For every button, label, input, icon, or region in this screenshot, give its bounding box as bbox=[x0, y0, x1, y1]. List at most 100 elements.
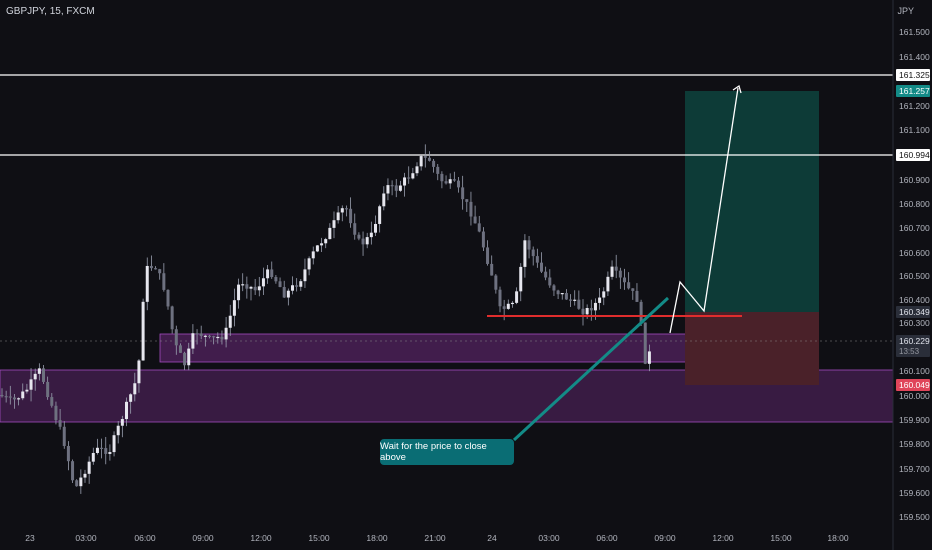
candle bbox=[627, 272, 631, 290]
price-tag: 161.257 bbox=[896, 85, 930, 97]
candle bbox=[560, 293, 564, 300]
candle bbox=[37, 363, 41, 381]
candle bbox=[353, 213, 357, 240]
candle bbox=[398, 180, 402, 192]
time-tick: 24 bbox=[487, 533, 497, 543]
candle bbox=[618, 267, 622, 289]
candle bbox=[581, 299, 585, 326]
time-tick: 12:00 bbox=[250, 533, 272, 543]
time-tick: 12:00 bbox=[712, 533, 734, 543]
candle bbox=[79, 469, 83, 494]
price-tag-label: 160.349 bbox=[899, 307, 930, 317]
time-axis[interactable]: 23 03:00 06:00 09:00 12:00 15:00 18:00 21:00 24 0… bbox=[25, 533, 849, 543]
candle bbox=[332, 211, 336, 239]
callout-text[interactable]: Wait for the price to close above bbox=[380, 439, 514, 465]
price-tick: 159.600 bbox=[899, 488, 930, 498]
time-tick: 03:00 bbox=[538, 533, 560, 543]
candle bbox=[403, 172, 407, 197]
candle bbox=[473, 205, 477, 224]
candle bbox=[166, 289, 170, 310]
candle bbox=[589, 299, 593, 321]
price-tick: 160.400 bbox=[899, 295, 930, 305]
candle bbox=[141, 298, 145, 361]
price-tag: 160.994 bbox=[896, 149, 930, 161]
candle bbox=[631, 288, 635, 300]
candle bbox=[415, 162, 419, 177]
candle bbox=[87, 456, 91, 484]
candle bbox=[199, 325, 203, 340]
candle bbox=[162, 263, 166, 292]
price-tag-label: 160.994 bbox=[899, 150, 930, 160]
candle bbox=[66, 441, 70, 471]
price-tick: 161.100 bbox=[899, 125, 930, 135]
time-tick: 09:00 bbox=[654, 533, 676, 543]
candle bbox=[540, 252, 543, 273]
candle bbox=[228, 304, 232, 336]
candle bbox=[378, 204, 382, 233]
time-tick: 18:00 bbox=[366, 533, 388, 543]
candle bbox=[307, 256, 311, 276]
candle bbox=[369, 221, 373, 245]
candle bbox=[365, 232, 369, 249]
candle bbox=[519, 263, 523, 302]
candle bbox=[635, 283, 639, 302]
candle bbox=[457, 176, 460, 193]
candle bbox=[120, 415, 124, 438]
candle bbox=[573, 290, 577, 306]
candle bbox=[394, 179, 398, 198]
candle bbox=[174, 325, 178, 355]
price-tag-label: 160.229 bbox=[899, 336, 930, 346]
candle bbox=[170, 305, 174, 334]
time-tick: 06:00 bbox=[134, 533, 156, 543]
candle bbox=[336, 206, 340, 224]
candle bbox=[423, 144, 427, 168]
candle bbox=[411, 167, 415, 180]
candle bbox=[295, 278, 299, 292]
candle bbox=[245, 276, 249, 299]
candle bbox=[340, 205, 344, 222]
candle bbox=[349, 197, 353, 228]
candle bbox=[523, 234, 527, 278]
candle bbox=[158, 268, 162, 280]
candle bbox=[577, 290, 581, 310]
candle bbox=[216, 332, 220, 344]
candle bbox=[54, 401, 58, 425]
time-tick: 15:00 bbox=[770, 533, 792, 543]
candle bbox=[178, 343, 182, 353]
price-tag: 161.325 bbox=[896, 69, 930, 81]
price-tag-countdown: 13:53 bbox=[899, 347, 920, 356]
candle bbox=[195, 329, 199, 345]
candle bbox=[116, 421, 120, 444]
price-tick: 159.500 bbox=[899, 512, 930, 522]
candle bbox=[477, 215, 481, 233]
candle bbox=[108, 444, 112, 461]
candle bbox=[249, 285, 253, 301]
candle bbox=[274, 275, 278, 284]
candle bbox=[357, 232, 361, 241]
candle bbox=[266, 265, 270, 284]
candle bbox=[21, 383, 25, 401]
candle bbox=[104, 436, 108, 465]
time-tick: 23 bbox=[25, 533, 35, 543]
price-tick: 160.700 bbox=[899, 223, 930, 233]
price-axis[interactable]: 161.500 161.400 161.200 161.100 160.900 160.8… bbox=[899, 27, 930, 522]
time-tick: 03:00 bbox=[75, 533, 97, 543]
symbol-title[interactable]: GBPJPY, 15, FXCM bbox=[6, 6, 95, 17]
candle bbox=[386, 178, 390, 201]
candle bbox=[623, 268, 626, 290]
time-tick: 06:00 bbox=[596, 533, 618, 543]
candle bbox=[75, 479, 79, 487]
candle bbox=[291, 276, 294, 295]
candle bbox=[598, 287, 602, 310]
candle bbox=[465, 199, 469, 212]
candle bbox=[42, 364, 45, 384]
price-tick: 160.100 bbox=[899, 366, 930, 376]
candle bbox=[544, 266, 548, 281]
price-tick: 160.000 bbox=[899, 391, 930, 401]
candle bbox=[100, 438, 104, 459]
candle bbox=[315, 245, 319, 253]
candle bbox=[461, 175, 465, 210]
projection-path[interactable] bbox=[669, 87, 739, 334]
